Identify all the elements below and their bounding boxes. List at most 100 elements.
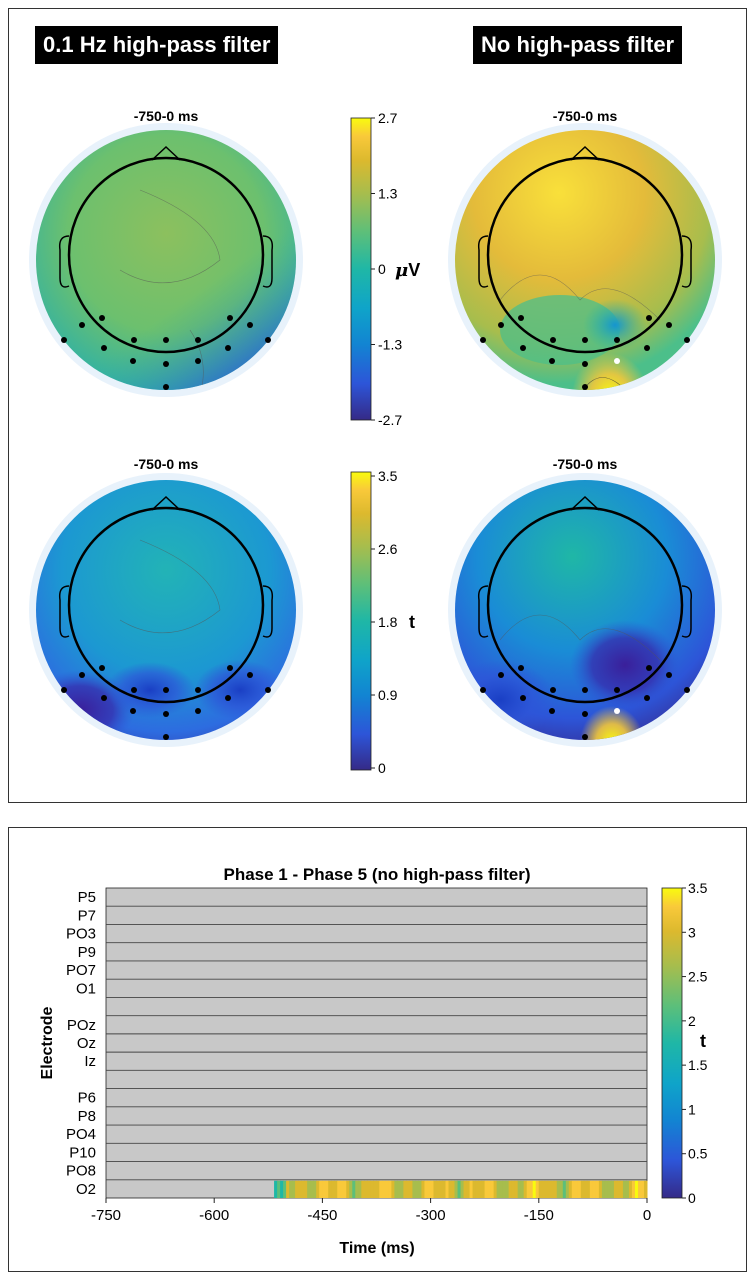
electrode-dot <box>518 315 524 321</box>
electrode-dot <box>498 672 504 678</box>
electrode-dot <box>265 337 271 343</box>
electrode-dot <box>644 695 650 701</box>
colorbar-amplitude-unit: μV <box>395 260 420 281</box>
electrode-label: POz <box>67 1017 96 1034</box>
electrode-label: PO4 <box>66 1126 96 1143</box>
topomap-3: -750-0 ms <box>29 456 303 747</box>
heatmap-plot-area <box>105 887 648 1199</box>
head-outline-2 <box>477 145 693 354</box>
electrode-dot <box>131 687 137 693</box>
electrode-dot <box>549 358 555 364</box>
electrode-dot <box>99 315 105 321</box>
electrode-label: P8 <box>78 1108 96 1125</box>
colorbar-amplitude-tick: 1.3 <box>378 186 398 202</box>
electrode-dot <box>227 665 233 671</box>
x-tick-label: -750 <box>91 1207 121 1224</box>
electrode-label: O1 <box>76 980 96 997</box>
electrode-dot <box>101 695 107 701</box>
head-outline-1 <box>58 145 274 354</box>
colorbar-amplitude-tick: -1.3 <box>378 337 402 353</box>
colorbar-t-bottom-tick: 0 <box>688 1190 696 1206</box>
head-outline-4 <box>477 495 693 704</box>
colorbar-t-top-tick: 1.8 <box>378 614 398 630</box>
colorbar-t-bottom-tick: 0.5 <box>688 1146 708 1162</box>
electrode-dot <box>131 337 137 343</box>
electrode-dot <box>99 665 105 671</box>
electrode-dot <box>195 687 201 693</box>
electrode-dot <box>195 358 201 364</box>
colorbar-t-bottom-tick: 1.5 <box>688 1057 708 1073</box>
electrode-label: O2 <box>76 1181 96 1198</box>
electrode-dot <box>614 708 620 714</box>
electrode-dot <box>163 361 169 367</box>
electrode-label: Oz <box>77 1035 96 1052</box>
topomap-2-window: -750-0 ms <box>553 108 618 124</box>
electrode-dot <box>130 708 136 714</box>
electrode-label: Iz <box>84 1053 96 1070</box>
colorbar-t-top-label: t <box>409 612 415 632</box>
electrode-dot <box>684 337 690 343</box>
electrode-dot <box>163 337 169 343</box>
colorbar-t-bottom-tick: 3 <box>688 924 696 940</box>
electrode-dot <box>666 672 672 678</box>
electrode-dot <box>614 358 620 364</box>
electrode-dot <box>666 322 672 328</box>
condition-title-unfiltered: No high-pass filter <box>473 26 683 64</box>
topomap-1: -750-0 ms <box>29 108 303 397</box>
electrode-label: P10 <box>69 1144 96 1161</box>
electrode-dot <box>79 322 85 328</box>
electrode-dot <box>480 687 486 693</box>
x-tick-label: -600 <box>199 1207 229 1224</box>
electrode-dot <box>582 337 588 343</box>
topomap-4: -750-0 ms <box>448 456 722 747</box>
electrode-label: PO7 <box>66 962 96 979</box>
electrode-dot <box>498 322 504 328</box>
x-tick-label: -150 <box>524 1207 554 1224</box>
electrode-dot <box>247 672 253 678</box>
colorbar-t-top <box>350 471 372 771</box>
heatmap-ylabel: Electrode <box>39 1006 56 1079</box>
electrode-dot <box>582 711 588 717</box>
electrode-label: P5 <box>78 889 96 906</box>
electrode-dot <box>225 695 231 701</box>
electrode-dot <box>550 687 556 693</box>
significant-segment <box>274 1180 648 1198</box>
colorbar-t-top-tick: 3.5 <box>378 468 398 484</box>
heatmap-title: Phase 1 - Phase 5 (no high-pass filter) <box>223 865 530 884</box>
electrode-dot <box>582 734 588 740</box>
electrode-dot <box>684 687 690 693</box>
electrode-dot <box>549 708 555 714</box>
electrode-label: PO8 <box>66 1163 96 1180</box>
electrode-dot <box>61 687 67 693</box>
colorbar-t-bottom <box>661 887 683 1199</box>
topomap-4-window: -750-0 ms <box>553 456 618 472</box>
electrode-label: P6 <box>78 1090 96 1107</box>
electrode-dot <box>520 345 526 351</box>
colorbar-amplitude-tick: 2.7 <box>378 110 398 126</box>
electrode-dot <box>646 315 652 321</box>
colorbar-amplitude-tick: -2.7 <box>378 412 402 428</box>
electrode-dot <box>61 337 67 343</box>
topomap-3-window: -750-0 ms <box>134 456 199 472</box>
electrode-dot <box>101 345 107 351</box>
electrode-dot <box>480 337 486 343</box>
colorbar-amplitude-tick: 0 <box>378 261 386 277</box>
colorbar-t-top-tick: 0.9 <box>378 687 398 703</box>
topomap-2: -750-0 ms <box>448 108 722 397</box>
topomap-1-window: -750-0 ms <box>134 108 199 124</box>
x-tick-label: 0 <box>643 1207 651 1224</box>
colorbar-t-bottom-tick: 1 <box>688 1101 696 1117</box>
electrode-dot <box>520 695 526 701</box>
electrode-dot <box>646 665 652 671</box>
electrode-dot <box>582 384 588 390</box>
electrode-dot <box>614 337 620 343</box>
colorbar-t-bottom-tick: 3.5 <box>688 880 708 896</box>
colorbar-t-bottom-label: t <box>700 1031 706 1051</box>
electrode-dot <box>614 687 620 693</box>
condition-title-filtered: 0.1 Hz high-pass filter <box>35 26 279 64</box>
electrode-dot <box>195 337 201 343</box>
electrode-dot <box>225 345 231 351</box>
electrode-dot <box>195 708 201 714</box>
electrode-dot <box>227 315 233 321</box>
